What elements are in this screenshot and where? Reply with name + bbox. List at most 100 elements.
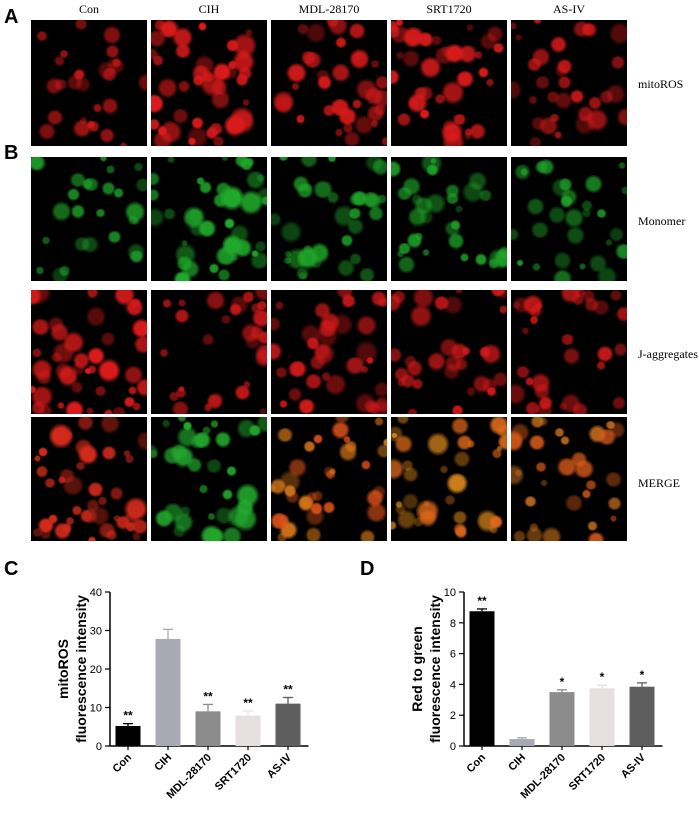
cell-blob (271, 342, 283, 362)
cell-blob (303, 245, 313, 254)
cell-blob (403, 355, 418, 368)
chart-c-significance-marker: ** (203, 689, 213, 703)
chart-d-y-label-line-2: fluorescence intensity (427, 595, 443, 743)
cell-blob (295, 268, 310, 280)
cell-blob (107, 230, 123, 244)
cell-blob (524, 527, 544, 541)
chart-d-significance-marker: * (600, 670, 605, 684)
cell-blob (418, 208, 434, 225)
cell-blob (555, 63, 569, 78)
cell-blob (219, 315, 232, 325)
cell-blob (452, 114, 468, 126)
micrograph-j-aggregates-srt1720 (391, 290, 507, 414)
cell-blob (178, 298, 187, 308)
cell-blob (587, 95, 603, 110)
cell-blob (473, 50, 483, 59)
cell-blob (391, 346, 403, 364)
cell-blob (347, 217, 365, 235)
cell-blob (135, 377, 147, 398)
cell-blob (330, 420, 350, 440)
cell-blob (274, 367, 288, 379)
cell-blob (291, 82, 300, 91)
cell-blob (122, 449, 132, 457)
cell-blob (33, 454, 41, 463)
cell-blob (214, 430, 231, 449)
cell-blob (587, 521, 598, 532)
cell-blob (151, 207, 165, 228)
cell-blob (304, 506, 325, 526)
cell-blob (370, 59, 380, 69)
cell-blob (515, 34, 523, 41)
chart-c-bar-as-iv (275, 703, 301, 746)
cell-blob (603, 471, 623, 488)
cell-blob (412, 290, 435, 309)
cell-blob (578, 263, 586, 271)
cell-blob (466, 172, 488, 191)
cell-blob (310, 242, 330, 264)
chart-d: 0 2 4 6 8 10 Red to green fluorescence intensit… (354, 575, 699, 811)
cell-blob (391, 520, 397, 530)
cell-blob (609, 21, 627, 45)
cell-blob (242, 381, 251, 388)
cell-blob (201, 70, 215, 84)
cell-blob (210, 419, 219, 428)
cell-blob (207, 512, 217, 521)
chart-c-bar-cih (155, 638, 181, 746)
cell-blob (86, 119, 96, 129)
cell-blob (209, 263, 219, 275)
panel-letter-d: D (360, 558, 375, 580)
cell-blob (226, 192, 241, 207)
cell-blob (221, 157, 230, 161)
chart-c-y-tick-label: 40 (90, 587, 102, 599)
cell-blob (548, 206, 566, 224)
cell-blob (391, 20, 400, 32)
cell-blob (244, 170, 267, 189)
cell-blob (295, 113, 306, 125)
cell-blob (199, 181, 213, 195)
cell-blob (605, 83, 627, 104)
micrograph-mitoros-srt1720 (391, 20, 507, 146)
chart-c-bar-mdl-28170 (195, 711, 221, 746)
cell-blob (46, 77, 63, 96)
cell-blob (286, 63, 308, 83)
cell-blob (109, 486, 123, 501)
cell-blob (200, 524, 223, 541)
chart-d-significance-marker: * (560, 675, 565, 689)
cell-blob (396, 417, 409, 426)
chart-d-category-label: CIH (506, 752, 528, 774)
cell-blob (564, 495, 584, 511)
cell-blob (271, 484, 277, 493)
cell-blob (85, 499, 101, 513)
cell-blob (556, 75, 572, 90)
cell-blob (167, 157, 175, 164)
cell-blob (491, 372, 507, 388)
cell-blob (410, 304, 433, 329)
micrograph-monomer-con (31, 157, 147, 281)
cell-blob (430, 34, 443, 46)
cell-blob (238, 190, 264, 216)
cell-blob (597, 428, 618, 445)
cell-blob (274, 301, 285, 311)
chart-c-y-label-line-1: mitoROS (55, 639, 71, 699)
cell-blob (559, 333, 575, 346)
cell-blob (57, 476, 67, 485)
cell-blob (230, 105, 255, 134)
cell-blob (396, 250, 404, 259)
micrograph-monomer-cih (151, 157, 267, 281)
cell-blob (53, 522, 72, 540)
micrograph-monomer-mdl-28170 (271, 157, 387, 281)
cell-blob (412, 377, 424, 391)
cell-blob (92, 102, 103, 113)
cell-blob (152, 55, 164, 67)
cell-blob (605, 238, 614, 247)
cell-blob (396, 112, 412, 126)
cell-blob (74, 68, 85, 81)
cell-blob (232, 31, 257, 59)
cell-blob (515, 365, 532, 379)
cell-blob (419, 508, 437, 527)
cell-blob (46, 110, 65, 126)
cell-blob (373, 381, 387, 398)
cell-blob (104, 409, 114, 414)
cell-blob (225, 465, 237, 477)
cell-blob (151, 94, 165, 114)
